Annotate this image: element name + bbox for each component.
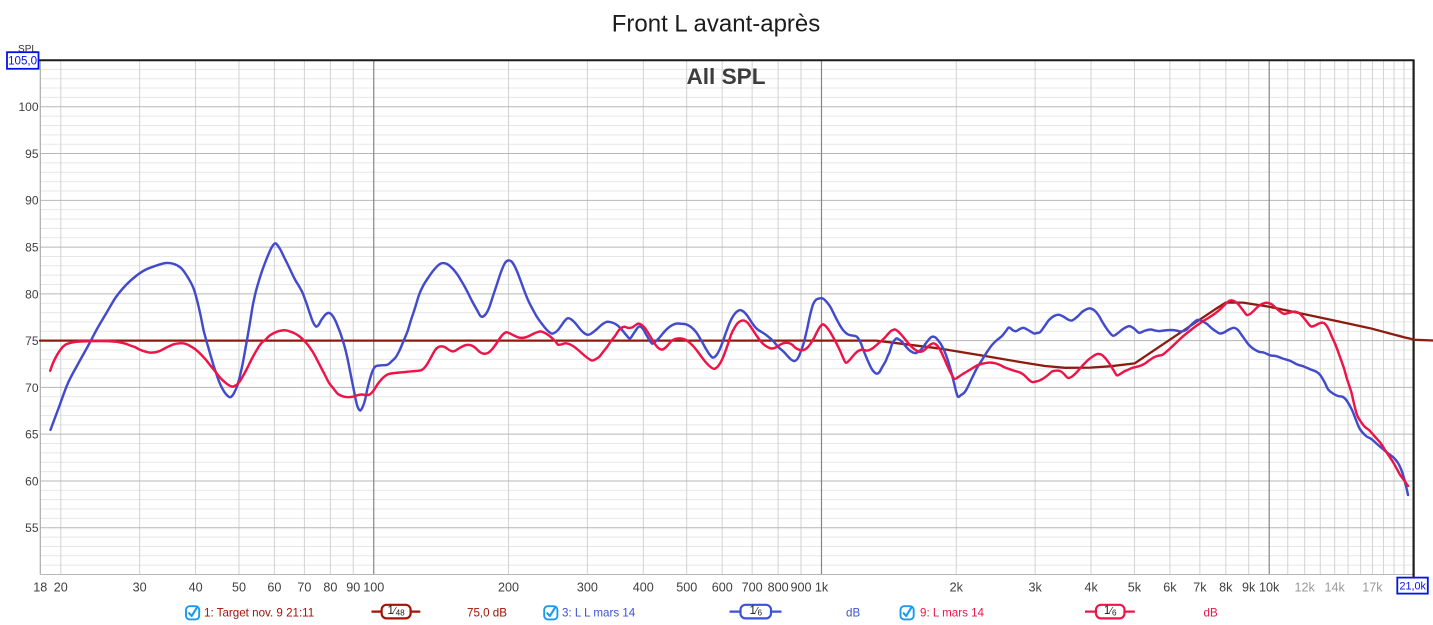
svg-text:70: 70	[25, 381, 39, 395]
svg-text:70: 70	[297, 581, 311, 595]
svg-text:1k: 1k	[815, 581, 829, 595]
svg-text:200: 200	[498, 581, 519, 595]
svg-text:7k: 7k	[1193, 581, 1207, 595]
svg-text:4k: 4k	[1084, 581, 1098, 595]
svg-text:80: 80	[25, 287, 39, 301]
svg-text:8k: 8k	[1219, 581, 1233, 595]
svg-text:20: 20	[54, 581, 68, 595]
svg-text:5k: 5k	[1128, 581, 1142, 595]
svg-text:65: 65	[25, 428, 39, 442]
svg-text:17k: 17k	[1362, 581, 1383, 595]
svg-text:600: 600	[712, 581, 733, 595]
svg-text:105,0: 105,0	[8, 55, 37, 68]
svg-text:1⁄48: 1⁄48	[388, 605, 406, 617]
svg-text:40: 40	[189, 581, 203, 595]
svg-text:dB: dB	[846, 607, 860, 620]
svg-text:60: 60	[267, 581, 281, 595]
svg-text:dB: dB	[1204, 607, 1218, 620]
svg-text:Front L avant-après: Front L avant-après	[612, 11, 821, 38]
svg-text:3k: 3k	[1028, 581, 1042, 595]
svg-text:All SPL: All SPL	[686, 64, 765, 89]
svg-text:50: 50	[232, 581, 246, 595]
svg-text:2k: 2k	[950, 581, 964, 595]
svg-text:100: 100	[363, 581, 384, 595]
svg-text:300: 300	[577, 581, 598, 595]
svg-text:95: 95	[25, 147, 39, 161]
svg-text:75: 75	[25, 334, 39, 348]
svg-text:10k: 10k	[1259, 581, 1280, 595]
svg-text:18: 18	[33, 581, 47, 595]
svg-text:900: 900	[790, 581, 811, 595]
svg-text:85: 85	[25, 241, 39, 255]
svg-text:60: 60	[25, 474, 39, 488]
svg-text:12k: 12k	[1295, 581, 1316, 595]
svg-text:14k: 14k	[1325, 581, 1346, 595]
svg-text:1: Target nov. 9 21:11: 1: Target nov. 9 21:11	[204, 607, 314, 620]
svg-text:90: 90	[346, 581, 360, 595]
svg-text:800: 800	[768, 581, 789, 595]
svg-text:1⁄6: 1⁄6	[749, 605, 762, 617]
svg-text:55: 55	[25, 521, 39, 535]
svg-text:21,0k: 21,0k	[1399, 581, 1426, 593]
svg-text:400: 400	[633, 581, 654, 595]
svg-text:3: L L mars 14: 3: L L mars 14	[562, 607, 636, 620]
svg-text:100: 100	[18, 100, 38, 114]
svg-text:90: 90	[25, 194, 39, 208]
svg-text:80: 80	[323, 581, 337, 595]
svg-text:6k: 6k	[1163, 581, 1177, 595]
svg-text:9k: 9k	[1242, 581, 1256, 595]
svg-text:75,0 dB: 75,0 dB	[467, 607, 507, 620]
svg-text:30: 30	[133, 581, 147, 595]
svg-text:500: 500	[676, 581, 697, 595]
svg-text:9: L mars 14: 9: L mars 14	[920, 607, 985, 620]
svg-text:SPL: SPL	[18, 44, 37, 55]
svg-text:700: 700	[742, 581, 763, 595]
svg-text:1⁄6: 1⁄6	[1104, 605, 1117, 617]
